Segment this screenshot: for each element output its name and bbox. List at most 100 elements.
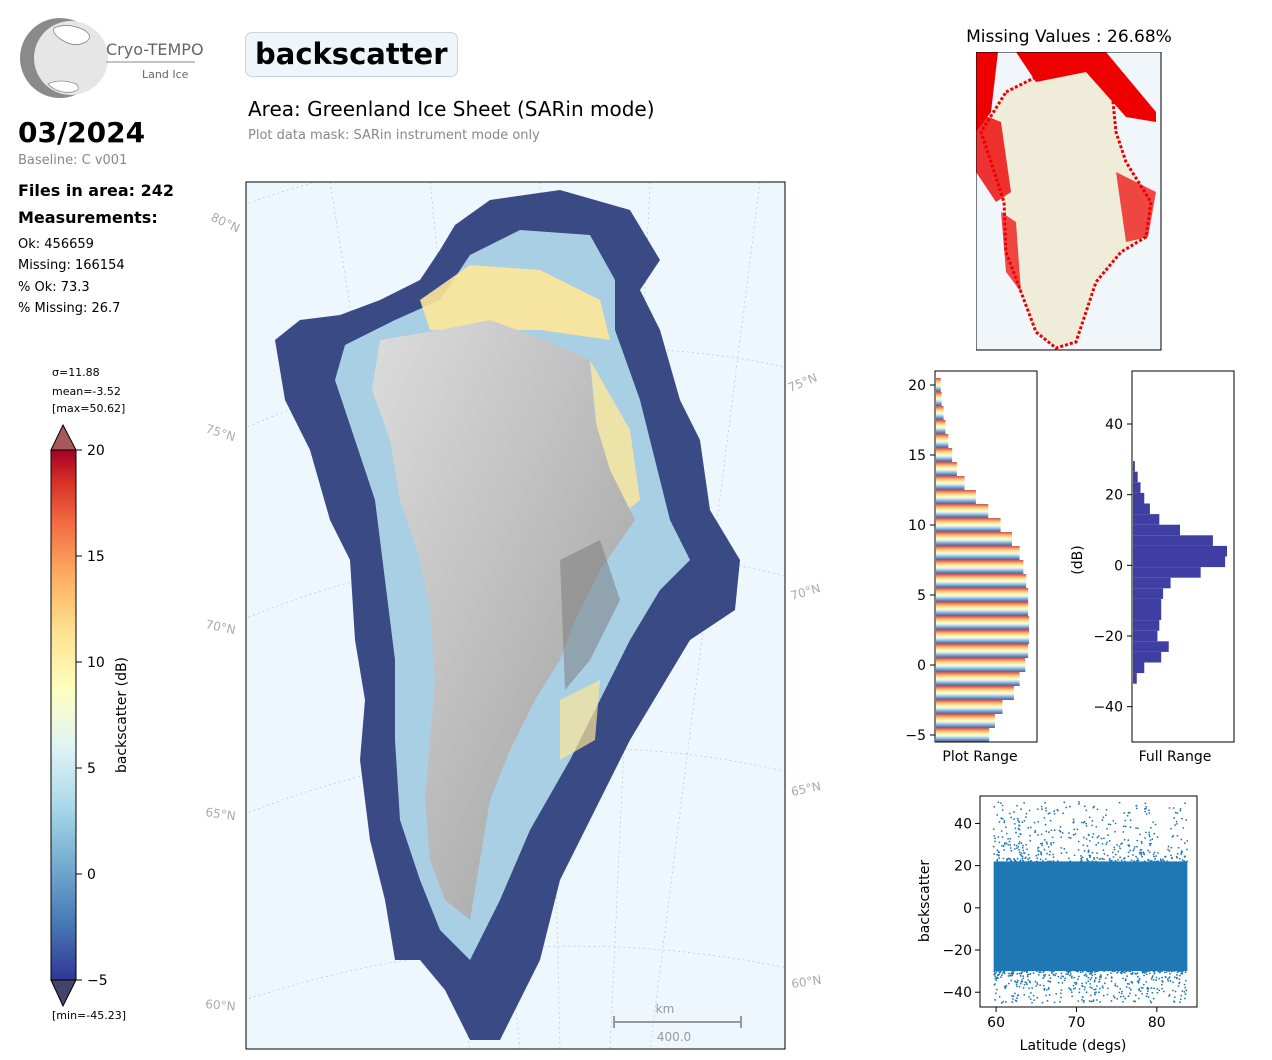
scatter-point [1089, 994, 1092, 997]
scatter-point [1018, 985, 1021, 988]
scatter-point [1104, 977, 1107, 980]
scatter-point [1119, 987, 1122, 990]
scatter-point [1027, 858, 1029, 861]
scatter-point [995, 979, 998, 982]
scatter-point [1179, 809, 1182, 812]
scatter-point [1166, 978, 1169, 981]
hist1-tick-label: 15 [908, 448, 926, 464]
scatter-point [1101, 985, 1104, 988]
scatter-point [1056, 860, 1059, 862]
scatter-point [1077, 978, 1079, 981]
scatter-point [1003, 970, 1006, 973]
scatter-point [1065, 851, 1068, 854]
scatter-point [1080, 859, 1083, 862]
scatter-point [1149, 972, 1151, 975]
scatter-point [1175, 977, 1178, 980]
scatter-point [1054, 974, 1056, 977]
scatter-point [1093, 980, 1096, 983]
scatter-point [1055, 972, 1057, 975]
scatter-point [1087, 833, 1090, 836]
scatter-point [1137, 982, 1140, 984]
scatter-point [1135, 805, 1138, 807]
scatter-point [1145, 995, 1148, 998]
scatter-point [1153, 855, 1155, 858]
hist1-tick-label: 0 [917, 658, 926, 674]
scatter-point [1123, 971, 1126, 974]
scatter-point [1120, 970, 1123, 973]
scatter-point [1052, 856, 1055, 859]
scatter-point [1124, 979, 1127, 982]
scatter-point [1100, 837, 1103, 840]
scatter-point [1182, 860, 1185, 863]
scatter-point [1181, 851, 1183, 854]
scatter-point [1151, 976, 1154, 979]
scatter-point [1103, 982, 1106, 985]
scatter-point [1096, 970, 1099, 973]
scatter-point [1111, 970, 1114, 973]
pct-ok: % Ok: 73.3 [18, 280, 90, 295]
scatter-ytick-label: −20 [942, 943, 972, 959]
scatter-point [1041, 842, 1044, 845]
scatter-point [1070, 975, 1073, 978]
scatter-point [1102, 994, 1105, 997]
scatter-point [1016, 817, 1019, 820]
scatter-point [1013, 843, 1016, 846]
pct-missing: % Missing: 26.7 [18, 301, 121, 316]
scatter-point [996, 849, 999, 852]
scatter-point [1048, 860, 1051, 863]
scatter-point [1122, 1000, 1124, 1003]
scatter-point [1157, 852, 1159, 854]
scatter-point [1060, 989, 1063, 992]
scatter-point [1000, 802, 1002, 805]
scatter-point [994, 992, 997, 995]
scatter-point [1124, 819, 1127, 822]
scatter-point [1180, 853, 1183, 856]
scatter-point [1113, 848, 1116, 851]
scatter-point [1118, 845, 1121, 848]
scatter-point [1166, 860, 1169, 863]
lat-right-70: 70°N [789, 581, 822, 603]
scatter-point [1128, 983, 1130, 985]
scatter-point [1145, 813, 1148, 815]
hist1-bar [936, 518, 1001, 532]
scatter-point [1013, 811, 1015, 813]
scatter-point [1176, 852, 1179, 855]
scatter-point [1159, 858, 1162, 861]
scatter-point [1078, 988, 1081, 990]
scatter-point [1134, 994, 1137, 997]
scatter-point [1029, 991, 1032, 994]
scatter-point [1168, 849, 1171, 852]
scatter-point [1084, 986, 1086, 988]
scatter-point [1101, 842, 1104, 845]
scatter-point [1048, 853, 1051, 856]
scatter-point [1145, 970, 1148, 973]
scatter-point [1155, 855, 1157, 857]
scatter-point [1049, 819, 1052, 822]
scatter-point [1062, 812, 1065, 815]
scatter-point [1170, 970, 1173, 973]
scatter-point [1116, 971, 1118, 974]
scatter-point [1003, 820, 1006, 822]
scatter-point [1122, 825, 1125, 828]
scatter-point [1173, 970, 1176, 973]
scatter-point [1046, 852, 1049, 855]
scatter-point [1045, 809, 1048, 812]
scatter-point [1007, 843, 1010, 846]
scatter-point [1000, 974, 1003, 977]
scatter-point [1068, 832, 1070, 834]
scatter-point [1059, 977, 1062, 980]
scatter-point [1097, 835, 1100, 838]
scatter-point [1160, 859, 1163, 862]
scatter-point [1077, 840, 1080, 843]
scatter-point [1161, 987, 1163, 990]
scatter-point [1114, 822, 1117, 825]
scatter-point [1161, 970, 1163, 973]
scatter-ytick-label: −40 [942, 985, 972, 1001]
scatter-point [1027, 853, 1030, 856]
scatter-point [1154, 823, 1157, 826]
scatter-point [1127, 855, 1130, 858]
scatter-point [1136, 839, 1139, 842]
scatter-point [1116, 997, 1119, 1000]
scatter-point [1112, 819, 1115, 822]
scatter-point [1141, 970, 1144, 973]
